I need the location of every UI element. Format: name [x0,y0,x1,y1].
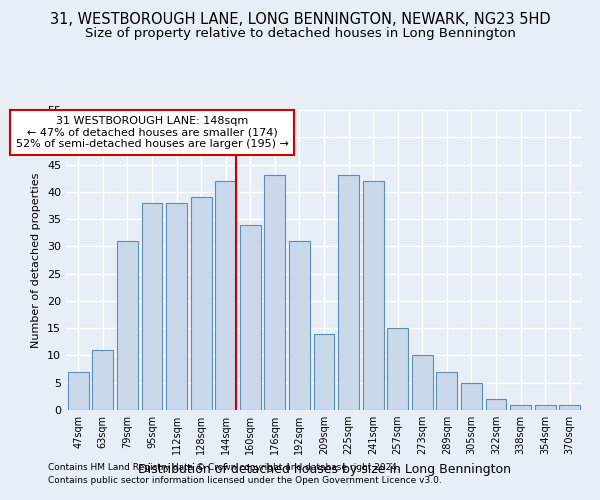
Bar [142,202,163,410]
Bar [362,181,383,410]
Bar [191,198,212,410]
Bar [289,241,310,410]
Bar [387,328,408,410]
Text: Size of property relative to detached houses in Long Bennington: Size of property relative to detached ho… [85,28,515,40]
Bar [166,202,187,410]
Bar [338,176,359,410]
Text: Contains public sector information licensed under the Open Government Licence v3: Contains public sector information licen… [48,476,442,485]
Bar [240,224,261,410]
Text: Contains HM Land Registry data © Crown copyright and database right 2024.: Contains HM Land Registry data © Crown c… [48,464,400,472]
Bar [117,241,138,410]
Text: 31, WESTBOROUGH LANE, LONG BENNINGTON, NEWARK, NG23 5HD: 31, WESTBOROUGH LANE, LONG BENNINGTON, N… [50,12,550,28]
Bar [92,350,113,410]
Bar [485,399,506,410]
Bar [535,404,556,410]
Bar [265,176,286,410]
Text: 31 WESTBOROUGH LANE: 148sqm
← 47% of detached houses are smaller (174)
52% of se: 31 WESTBOROUGH LANE: 148sqm ← 47% of det… [16,116,289,149]
Bar [314,334,334,410]
Y-axis label: Number of detached properties: Number of detached properties [31,172,41,348]
Bar [510,404,531,410]
Bar [559,404,580,410]
X-axis label: Distribution of detached houses by size in Long Bennington: Distribution of detached houses by size … [137,462,511,475]
Bar [461,382,482,410]
Bar [436,372,457,410]
Bar [215,181,236,410]
Bar [412,356,433,410]
Bar [68,372,89,410]
